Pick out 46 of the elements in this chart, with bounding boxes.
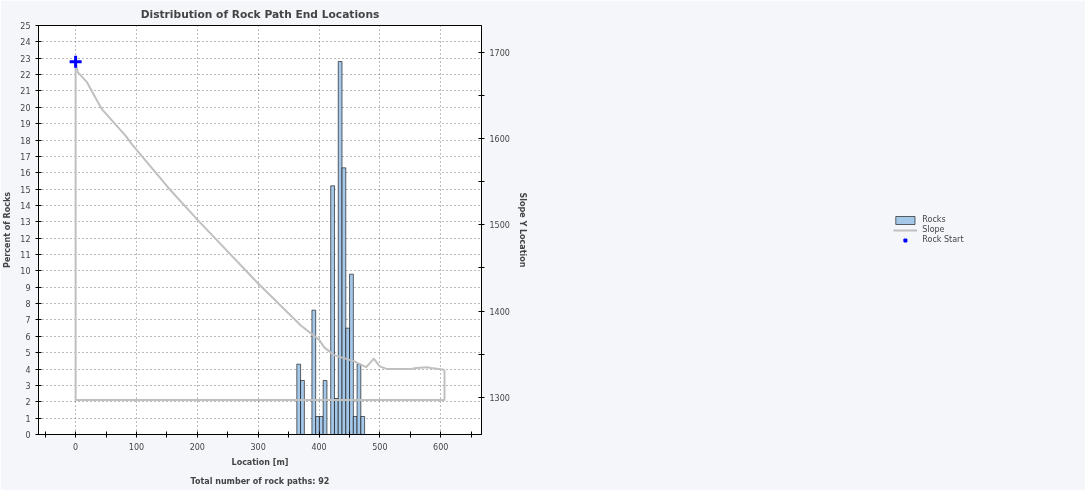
y-tick-label: 2 — [25, 398, 31, 408]
chart-title: Distribution of Rock Path End Locations — [140, 7, 380, 21]
x-tick-label: 600 — [433, 442, 449, 452]
y-tick-label: 7 — [25, 316, 31, 326]
y-tick-label: 25 — [20, 22, 31, 31]
y-tick-label: 17 — [20, 152, 31, 162]
y2-tick-label: 1700 — [489, 48, 510, 58]
legend-label: Rock Start — [922, 235, 964, 244]
y-tick-label: 3 — [25, 381, 31, 391]
y2-tick-label: 1400 — [489, 307, 510, 317]
x-tick-label: 200 — [189, 442, 205, 452]
x-tick-label: 100 — [128, 442, 145, 452]
y-tick-label: 9 — [25, 283, 31, 293]
y2-tick-label: 1600 — [489, 135, 510, 145]
y-tick-label: 1 — [25, 414, 31, 424]
x-tick-label: 300 — [250, 442, 266, 452]
x-axis-title: Location [m] — [231, 457, 289, 467]
y-axis-title: Percent of Rocks — [3, 191, 13, 268]
y-tick-label: 11 — [20, 251, 31, 261]
y-tick-label: 4 — [25, 365, 31, 375]
x-tick-label: 0 — [73, 442, 79, 452]
y-tick-label: 15 — [20, 185, 31, 195]
y-tick-label: 19 — [20, 120, 31, 130]
y-tick-label: 13 — [20, 218, 31, 228]
y-tick-label: 24 — [20, 38, 31, 48]
y-tick-label: 6 — [25, 332, 31, 342]
y2-tick-label: 1500 — [489, 221, 510, 231]
y2-axis-title: Slope Y Location — [517, 192, 527, 268]
x-tick-label: 500 — [372, 442, 388, 452]
y-tick-label: 20 — [20, 103, 31, 113]
y-tick-label: 18 — [20, 136, 31, 146]
x-tick-label: 400 — [311, 442, 327, 452]
y-tick-label: 21 — [20, 87, 31, 97]
y-tick-label: 23 — [20, 54, 31, 64]
y-tick-label: 8 — [25, 300, 31, 310]
y-tick-label: 10 — [20, 267, 31, 277]
y-tick-label: 5 — [25, 349, 31, 359]
y-tick-label: 12 — [20, 234, 31, 244]
legend-label: Rocks — [922, 215, 946, 224]
y-tick-label: 22 — [20, 71, 31, 81]
y-tick-label: 0 — [25, 431, 31, 440]
legend-label: Slope — [922, 225, 945, 234]
y-tick-label: 14 — [20, 201, 31, 211]
text: Total number of rock paths: 92 — [190, 476, 330, 486]
y2-tick-label: 1300 — [489, 393, 510, 403]
y-tick-label: 16 — [20, 169, 31, 179]
